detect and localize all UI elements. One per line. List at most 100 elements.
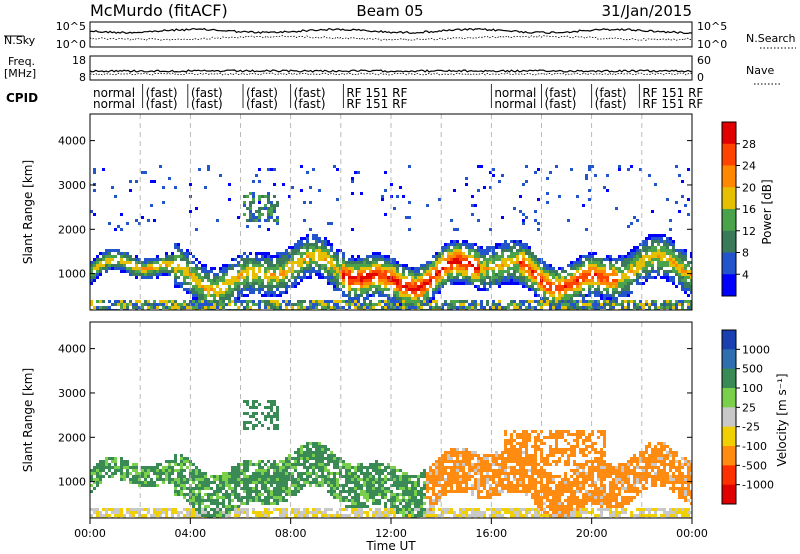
cpid-segment-label-1: (fast): [595, 86, 627, 100]
y-tick-label: 2000: [58, 431, 86, 444]
velocity-grid: [139, 322, 643, 518]
velocity-y-label: Slant Range [km]: [21, 368, 35, 472]
nsearch-trace: [89, 35, 693, 41]
y-tick-label: 1000: [58, 476, 86, 489]
freq-panel: [89, 55, 693, 81]
cpid-segment-label-1: (fast): [146, 86, 178, 100]
velocity-cell-group: [426, 430, 692, 518]
colorbar-swatch: [722, 330, 736, 350]
cpid-segment-label-2: normal: [93, 97, 135, 111]
x-tick-label: 16:00: [475, 527, 507, 540]
colorbar-tick-label: 28: [742, 138, 756, 151]
colorbar-tick-label: 1000: [742, 343, 770, 356]
velocity-colorbar: 1000 500 100 25 -25 -100 -500 -1000: [721, 329, 774, 505]
y-tick-label: 3000: [58, 387, 86, 400]
y-tick-label: 1000: [58, 268, 86, 281]
colorbar-swatch: [722, 484, 736, 505]
power-cell-group: [141, 252, 692, 297]
power-y-axis: 1000 2000 3000 4000: [58, 135, 692, 281]
freq-traces: [89, 69, 693, 76]
noise-tick-high: 10^5: [56, 20, 86, 33]
y-tick-label: 4000: [58, 343, 86, 356]
station-title: McMurdo (fitACF): [90, 1, 228, 20]
nsky-label: N.Sky: [4, 34, 36, 47]
power-grid: [139, 114, 643, 310]
freq-tick-low: 8: [79, 71, 86, 84]
cpid-segment-label-1: (fast): [246, 86, 278, 100]
colorbar-swatch: [722, 122, 736, 145]
colorbar-swatch: [722, 187, 736, 210]
nave-tick-low: 0: [697, 71, 704, 84]
colorbar-swatch: [722, 426, 736, 447]
colorbar-tick-label: -500: [742, 459, 767, 472]
x-tick-label: 04:00: [174, 527, 206, 540]
cpid-segment-label-1: normal: [93, 86, 135, 100]
cpid-segment-label-2: (fast): [246, 97, 278, 111]
cpid-segment-label-1: RF 151 RF: [642, 86, 703, 100]
y-tick-label: 3000: [58, 179, 86, 192]
colorbar-swatch: [722, 446, 736, 466]
cpid-segment-label-2: normal: [494, 97, 536, 111]
power-heatmap: [90, 165, 692, 310]
cpid-segment-label-2: (fast): [191, 97, 223, 111]
colorbar-tick-label: 100: [742, 382, 763, 395]
cpid-label: CPID: [6, 91, 38, 105]
x-tick-label: 08:00: [275, 527, 307, 540]
colorbar-swatch: [722, 165, 736, 188]
y-tick-label: 4000: [58, 135, 86, 148]
colorbar-swatch: [722, 465, 736, 486]
y-tick-label: 2000: [58, 223, 86, 236]
cpid-segment-label-2: (fast): [294, 97, 326, 111]
nsearch-label: N.Search: [746, 32, 796, 45]
freq-tick-high: 18: [72, 54, 86, 67]
colorbar-tick-label: 16: [742, 203, 756, 216]
time-x-axis: 00:00 04:00 08:00 12:00 16:00 20:00 00:00: [74, 518, 708, 540]
cpid-segment-label-2: RF 151 RF: [642, 97, 703, 111]
colorbar-swatch: [722, 368, 736, 389]
cpid-segment-label-1: RF 151 RF: [346, 86, 407, 100]
cpid-segment-label-2: (fast): [146, 97, 178, 111]
power-panel-frame: [89, 113, 693, 311]
colorbar-swatch: [722, 274, 736, 297]
x-tick-label: 20:00: [576, 527, 608, 540]
colorbar-tick-label: -25: [742, 421, 760, 434]
colorbar-swatch: [722, 143, 736, 166]
nave-label: Nave: [746, 64, 774, 77]
colorbar-tick-label: 500: [742, 363, 763, 376]
nave-trace: [89, 72, 693, 76]
noise-tick-high-right: 10^5: [697, 20, 727, 33]
colorbar-tick-label: -1000: [742, 479, 774, 492]
colorbar-tick-label: -100: [742, 440, 767, 453]
beam-title: Beam 05: [356, 2, 423, 20]
freq-label: Freq.: [8, 55, 35, 68]
power-colorbar: 28 24 20 16 12 8 4: [721, 121, 756, 297]
noise-tick-low-right: 10^0: [697, 38, 727, 51]
noise-panel: [89, 21, 693, 48]
colorbar-tick-label: 4: [742, 268, 749, 281]
freq-trace: [89, 69, 693, 73]
colorbar-tick-label: 20: [742, 181, 756, 194]
velocity-y-axis: 1000 2000 3000 4000: [58, 343, 692, 489]
velocity-cell-group: [90, 400, 426, 518]
velocity-cell-group: [90, 442, 426, 518]
date-title: 31/Jan/2015: [602, 2, 693, 20]
colorbar-swatch: [722, 209, 736, 232]
freq-unit: [MHz]: [4, 67, 36, 80]
power-cell-group: [342, 255, 618, 294]
power-colorbar-label: Power [dB]: [760, 179, 774, 244]
colorbar-swatch: [722, 349, 736, 370]
velocity-colorbar-label: Velocity [m s⁻¹]: [775, 373, 789, 466]
cpid-segment-label-2: (fast): [595, 97, 627, 111]
cpid-segment-label-2: (fast): [545, 97, 577, 111]
nave-tick-high: 60: [697, 54, 711, 67]
time-x-label: Time UT: [365, 539, 416, 553]
x-tick-label: 00:00: [676, 527, 708, 540]
cpid-segment-label-1: (fast): [191, 86, 223, 100]
x-tick-label: 12:00: [375, 527, 407, 540]
power-y-label: Slant Range [km]: [21, 160, 35, 264]
x-tick-label: 00:00: [74, 527, 106, 540]
cpid-segment-label-1: normal: [494, 86, 536, 100]
cpid-segment-label-1: (fast): [294, 86, 326, 100]
noise-tick-low: 10^0: [56, 38, 86, 51]
